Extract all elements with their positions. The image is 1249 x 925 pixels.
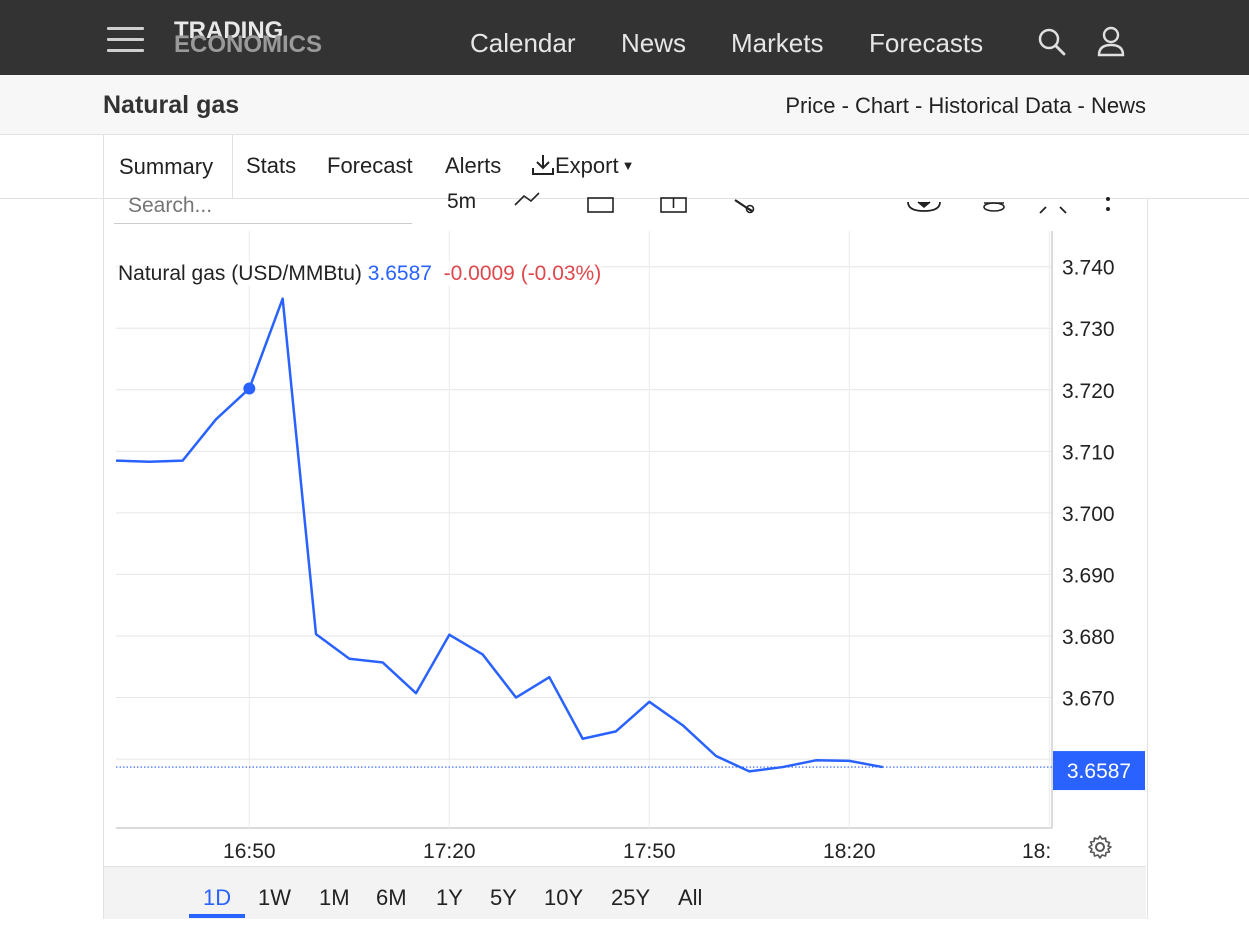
tab-forecast[interactable]: Forecast xyxy=(327,153,413,178)
download-icon xyxy=(532,155,554,175)
range-1d[interactable]: 1D xyxy=(203,885,232,910)
range-5y[interactable]: 5Y xyxy=(490,885,517,910)
nav-markets[interactable]: Markets xyxy=(731,28,824,58)
site-logo[interactable]: TRADING ECONOMICS xyxy=(174,17,323,58)
nav-news[interactable]: News xyxy=(621,28,687,58)
section-links[interactable]: Price - Chart - Historical Data - News xyxy=(785,93,1146,118)
active-range-indicator xyxy=(189,914,245,918)
symbol-search[interactable] xyxy=(114,190,420,224)
tab-summary-label: Summary xyxy=(119,154,214,179)
range-1w[interactable]: 1W xyxy=(258,885,291,910)
tab-stats[interactable]: Stats xyxy=(246,153,297,178)
export-label: Export xyxy=(555,153,619,178)
range-all[interactable]: All xyxy=(678,885,703,910)
menu-icon[interactable] xyxy=(107,25,144,55)
tab-alerts[interactable]: Alerts xyxy=(445,153,502,178)
page-header: Natural gas Price - Chart - Historical D… xyxy=(0,75,1249,135)
range-6m[interactable]: 6M xyxy=(376,885,407,910)
legend-value: 3.6587 xyxy=(367,262,432,285)
nav-forecasts[interactable]: Forecasts xyxy=(869,28,984,58)
tab-summary[interactable]: Summary xyxy=(103,135,233,198)
range-selector: 1D 1W 1M 6M 1Y 5Y 10Y 25Y All xyxy=(104,866,1146,919)
page-title: Natural gas xyxy=(103,91,240,119)
range-10y[interactable]: 10Y xyxy=(544,885,584,910)
range-25y[interactable]: 25Y xyxy=(611,885,651,910)
legend: Natural gas (USD/MMBtu) 3.6587 -0.0009 (… xyxy=(118,262,602,286)
user-icon[interactable] xyxy=(1096,26,1126,58)
logo-line2: ECONOMICS xyxy=(174,31,323,58)
legend-change: -0.0009 (-0.03%) xyxy=(443,262,602,285)
search-icon[interactable] xyxy=(1037,27,1067,57)
top-navbar: TRADING ECONOMICS Calendar News Markets … xyxy=(0,0,1249,75)
search-input[interactable] xyxy=(126,193,420,219)
range-1y[interactable]: 1Y xyxy=(436,885,463,910)
nav-calendar[interactable]: Calendar xyxy=(470,28,576,58)
chart-container xyxy=(103,198,1148,919)
range-1m[interactable]: 1M xyxy=(319,885,350,910)
settings-gear-icon[interactable] xyxy=(1087,834,1113,860)
caret-down-icon: ▼ xyxy=(621,158,635,173)
tabs-bar: Summary Stats Forecast Alerts Export ▼ xyxy=(0,135,1249,199)
logo-line1: TRADING xyxy=(174,17,284,44)
export-button[interactable]: Export ▼ xyxy=(531,153,634,179)
legend-series-name: Natural gas (USD/MMBtu) xyxy=(118,262,362,285)
